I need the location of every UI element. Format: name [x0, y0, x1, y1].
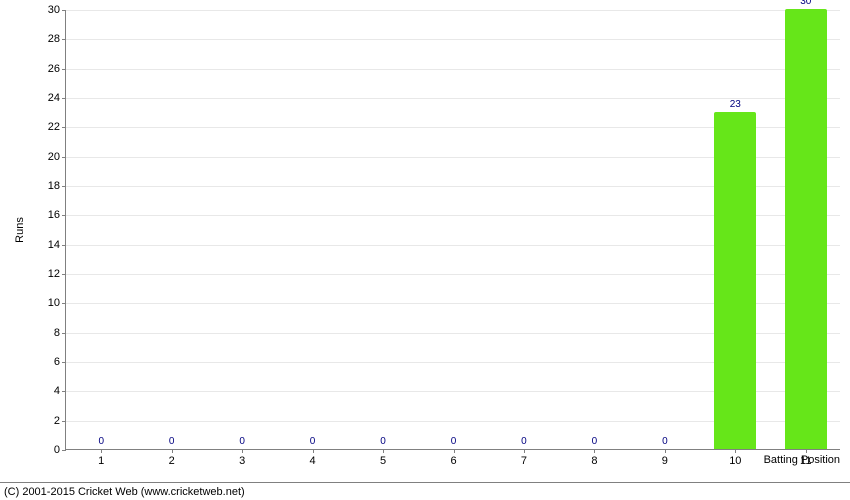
y-tick-label: 10	[48, 297, 66, 309]
y-tick-label: 22	[48, 121, 66, 133]
y-tick-label: 0	[54, 444, 66, 456]
y-tick-label: 4	[54, 385, 66, 397]
footer-copyright: (C) 2001-2015 Cricket Web (www.cricketwe…	[4, 486, 245, 498]
x-tick-label: 5	[380, 449, 386, 467]
bar	[714, 112, 756, 449]
bar-value-label: 30	[800, 0, 811, 7]
plot-area: 0246810121416182022242628301020304050607…	[65, 10, 840, 450]
y-tick-label: 18	[48, 180, 66, 192]
x-axis-label: Batting Position	[764, 454, 840, 466]
bar-value-label: 0	[380, 436, 386, 447]
gridline	[66, 10, 840, 11]
y-tick-label: 12	[48, 268, 66, 280]
y-tick-label: 16	[48, 209, 66, 221]
bar-value-label: 0	[169, 436, 175, 447]
y-tick-label: 26	[48, 63, 66, 75]
gridline	[66, 69, 840, 70]
x-tick-label: 8	[591, 449, 597, 467]
x-tick-label: 9	[662, 449, 668, 467]
gridline	[66, 98, 840, 99]
footer-divider	[0, 482, 850, 483]
bar-value-label: 0	[239, 436, 245, 447]
y-tick-label: 28	[48, 33, 66, 45]
x-tick-label: 3	[239, 449, 245, 467]
y-tick-label: 2	[54, 415, 66, 427]
bar-value-label: 0	[521, 436, 527, 447]
gridline	[66, 39, 840, 40]
bar-value-label: 0	[98, 436, 104, 447]
chart-container: 0246810121416182022242628301020304050607…	[0, 0, 850, 500]
y-axis-label: Runs	[14, 217, 26, 243]
x-tick-label: 4	[310, 449, 316, 467]
x-tick-label: 1	[98, 449, 104, 467]
bar-value-label: 23	[730, 99, 741, 110]
x-tick-label: 10	[729, 449, 741, 467]
bar	[785, 9, 827, 449]
y-tick-label: 20	[48, 151, 66, 163]
x-tick-label: 6	[450, 449, 456, 467]
bar-value-label: 0	[662, 436, 668, 447]
x-tick-label: 2	[169, 449, 175, 467]
x-tick-label: 7	[521, 449, 527, 467]
bar-value-label: 0	[451, 436, 457, 447]
bar-value-label: 0	[310, 436, 316, 447]
bar-value-label: 0	[592, 436, 598, 447]
y-tick-label: 6	[54, 356, 66, 368]
y-tick-label: 24	[48, 92, 66, 104]
y-tick-label: 30	[48, 4, 66, 16]
y-tick-label: 14	[48, 239, 66, 251]
y-tick-label: 8	[54, 327, 66, 339]
